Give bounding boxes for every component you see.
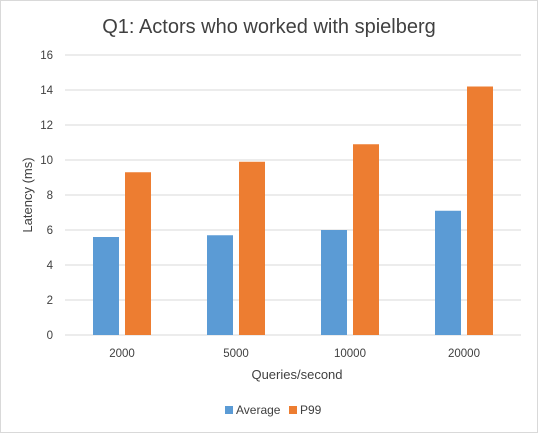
y-tick-label: 6 <box>47 225 53 237</box>
x-tick-label: 20000 <box>448 348 480 360</box>
bar-p99-2000 <box>125 172 151 335</box>
legend-swatch-p99 <box>289 406 297 414</box>
y-axis-label: Latency (ms) <box>20 157 35 232</box>
y-tick-label: 8 <box>47 190 53 202</box>
bar-average-10000 <box>321 230 347 335</box>
y-tick-label: 12 <box>40 120 53 132</box>
bars <box>93 86 493 335</box>
bar-p99-5000 <box>239 161 265 335</box>
bar-p99-10000 <box>353 144 379 335</box>
y-tick-label: 14 <box>40 85 53 97</box>
x-axis-ticks: 2000 5000 10000 20000 <box>109 348 480 360</box>
y-tick-label: 4 <box>47 260 54 272</box>
bar-p99-20000 <box>467 86 493 335</box>
y-tick-label: 2 <box>47 295 53 307</box>
y-tick-label: 0 <box>47 330 53 342</box>
bar-average-20000 <box>435 210 461 335</box>
x-axis-label: Queries/second <box>251 367 342 382</box>
y-axis-ticks: 0 2 4 6 8 10 12 14 16 <box>40 50 53 342</box>
x-tick-label: 5000 <box>223 348 249 360</box>
x-tick-label: 10000 <box>334 348 366 360</box>
legend-swatch-average <box>225 406 233 414</box>
legend-label-average: Average <box>236 403 281 417</box>
legend-label-p99: P99 <box>300 403 322 417</box>
bar-average-2000 <box>93 237 119 335</box>
y-tick-label: 10 <box>40 155 53 167</box>
bar-average-5000 <box>207 235 233 335</box>
legend: Average P99 <box>225 403 322 417</box>
y-tick-label: 16 <box>40 50 53 62</box>
chart-title: Q1: Actors who worked with spielberg <box>102 16 436 38</box>
x-tick-label: 2000 <box>109 348 135 360</box>
